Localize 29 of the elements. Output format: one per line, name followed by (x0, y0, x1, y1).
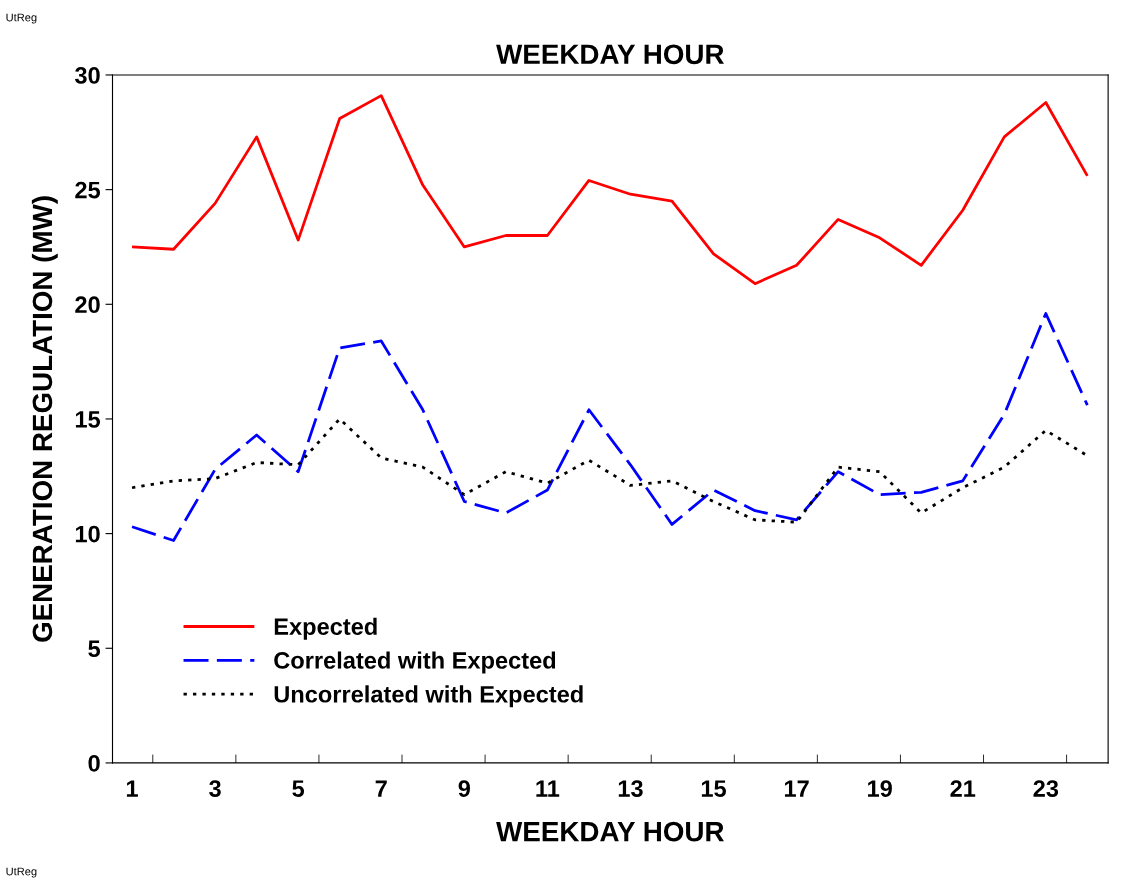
x-tick-label: 15 (701, 780, 726, 797)
text: UtReg (6, 13, 37, 24)
y-tick-label: 10 (75, 525, 100, 543)
x-tick-label: 17 (784, 780, 809, 797)
x-axis-title: WEEKDAY HOUR (496, 821, 724, 842)
y-tick-label: 30 (74, 67, 100, 84)
line-series (130, 312, 1089, 542)
x-tick-label: 11 (536, 780, 560, 797)
y-axis-title: GENERATION REGULATION (MW) (31, 196, 58, 642)
legend-label: Uncorrelated with Expected (274, 685, 583, 708)
y-tick-label: 25 (75, 181, 101, 199)
x-tick-label: 5 (292, 780, 305, 797)
x-tick-label: 19 (868, 780, 892, 797)
x-tick-label: 21 (950, 780, 976, 797)
x-tick-label: 9 (458, 780, 470, 797)
x-tick-label: 7 (375, 780, 387, 797)
y-tick-label: 20 (75, 296, 100, 314)
line-series (130, 94, 1089, 286)
legend-label: Expected (274, 617, 377, 640)
y-tick-label: 0 (88, 755, 100, 772)
x-tick-label: 23 (1033, 780, 1059, 797)
x-tick-label: 13 (618, 780, 643, 797)
x-tick-label: 1 (126, 780, 138, 797)
chart-title: WEEKDAY HOUR (496, 44, 724, 65)
legend-label: Correlated with Expected (274, 651, 556, 674)
x-tick-label: 3 (209, 780, 221, 797)
y-tick-label: 15 (75, 411, 101, 428)
text: UtReg (6, 867, 37, 878)
y-tick-label: 5 (88, 640, 101, 658)
